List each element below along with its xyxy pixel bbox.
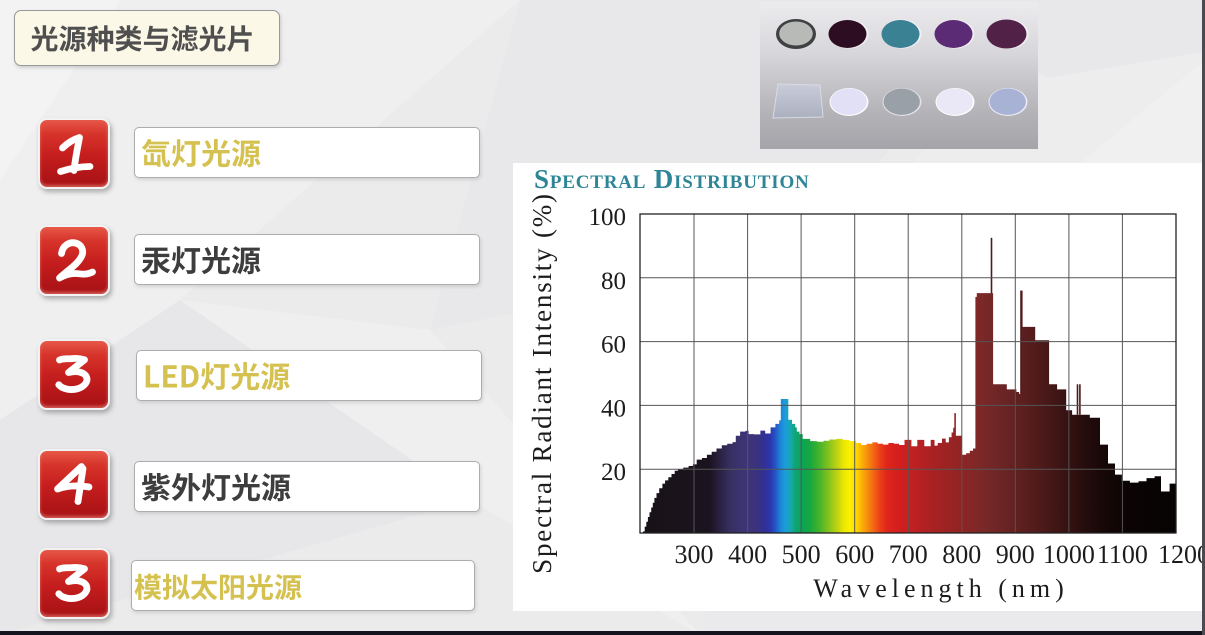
svg-text:500: 500 xyxy=(782,540,821,569)
svg-text:800: 800 xyxy=(942,540,981,569)
svg-text:40: 40 xyxy=(601,395,626,422)
svg-text:600: 600 xyxy=(835,540,874,569)
svg-text:1000: 1000 xyxy=(1043,540,1095,569)
svg-text:1200: 1200 xyxy=(1158,540,1205,569)
svg-text:700: 700 xyxy=(889,540,928,569)
svg-text:900: 900 xyxy=(996,540,1035,569)
svg-text:400: 400 xyxy=(728,540,767,569)
svg-text:80: 80 xyxy=(601,268,626,295)
svg-text:Wavelength (nm): Wavelength (nm) xyxy=(813,574,1069,603)
svg-text:20: 20 xyxy=(601,459,626,486)
svg-text:100: 100 xyxy=(589,204,627,231)
svg-text:300: 300 xyxy=(675,540,714,569)
svg-text:60: 60 xyxy=(601,332,626,359)
svg-text:1100: 1100 xyxy=(1097,540,1148,569)
svg-text:Spectral Distribution: Spectral Distribution xyxy=(534,164,810,194)
svg-text:Spectral Radiant Intensity (%): Spectral Radiant Intensity (%) xyxy=(527,192,557,574)
